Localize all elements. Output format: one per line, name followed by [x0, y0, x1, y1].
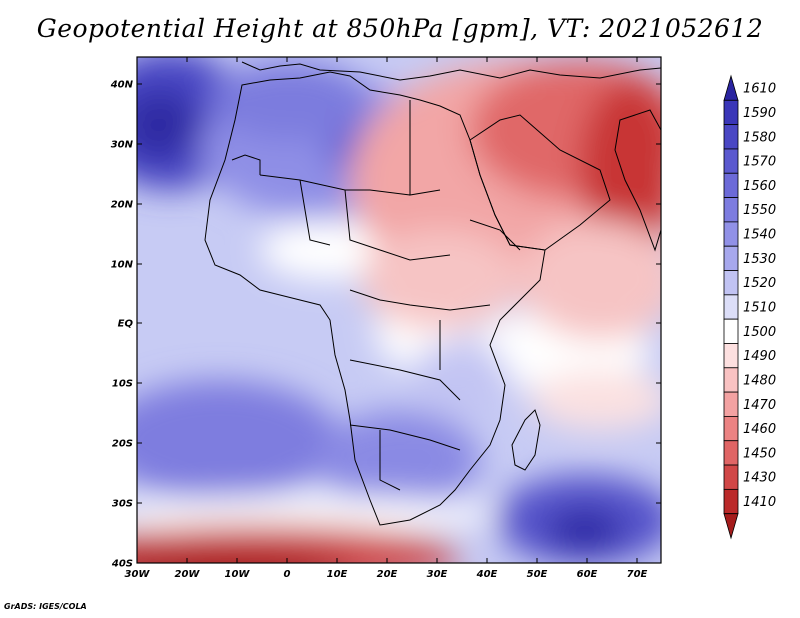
lat-tick-label: 10S: [112, 379, 133, 390]
colorbar-level-label: 1570: [743, 155, 776, 170]
colorbar-swatch: [723, 391, 739, 417]
colorbar-level-label: 1460: [743, 422, 776, 437]
colorbar-swatch: [723, 294, 739, 320]
colorbar-swatch: [723, 318, 739, 344]
colorbar-swatch: [723, 221, 739, 247]
colorbar-level-label: 1540: [743, 228, 776, 243]
lon-tick-label: 10W: [225, 569, 251, 580]
lon-tick-label: 50E: [527, 569, 548, 580]
colorbar-level-label: 1590: [743, 106, 776, 121]
geopotential-field: [137, 57, 661, 563]
colorbar-level-label: 1510: [743, 301, 776, 316]
colorbar-level-label: 1450: [743, 446, 776, 461]
colorbar-swatch: [723, 440, 739, 466]
colorbar-swatch: [723, 343, 739, 369]
lon-tick-label: 0: [284, 569, 291, 580]
map-title: Geopotential Height at 850hPa [gpm], VT:…: [36, 14, 764, 43]
colorbar-swatch: [723, 124, 739, 150]
colorbar-swatch: [723, 197, 739, 223]
colorbar-level-label: 1530: [743, 252, 776, 267]
colorbar-level-label: 1410: [743, 495, 776, 510]
colorbar-level-label: 1490: [743, 349, 776, 364]
lon-tick-label: 10E: [327, 569, 348, 580]
colorbar: 1610 1590 1580 1570 1560 1550 1540 1530 1520 1510…: [723, 74, 776, 540]
colorbar-level-label: 1610: [743, 82, 776, 97]
lat-tick-label: EQ: [118, 319, 134, 330]
colorbar-swatch: [723, 488, 739, 515]
colorbar-swatch: [723, 416, 739, 442]
lat-tick-label: 40N: [110, 80, 134, 91]
colorbar-bottom-arrow: [723, 513, 739, 540]
credit-text: GrADS: IGES/COLA: [4, 602, 87, 611]
lon-tick-label: 70E: [627, 569, 648, 580]
lat-tick-label: 30S: [112, 499, 133, 510]
lon-tick-label: 30W: [125, 569, 151, 580]
plot-frame: [136, 56, 662, 564]
colorbar-level-label: 1430: [743, 471, 776, 486]
colorbar-top-arrow: [723, 74, 739, 101]
colorbar-swatch: [723, 99, 739, 126]
latitude-axis: 40N 30N 20N 10N EQ 10S 20S 30S 40S: [110, 80, 661, 570]
lon-tick-label: 60E: [577, 569, 598, 580]
lon-tick-label: 20W: [175, 569, 201, 580]
lat-tick-label: 30N: [111, 140, 134, 151]
colorbar-level-label: 1500: [743, 325, 776, 340]
colorbar-level-label: 1480: [743, 373, 776, 388]
coastlines: [204, 61, 661, 526]
lat-tick-label: 10N: [111, 260, 134, 271]
colorbar-level-label: 1560: [743, 179, 776, 194]
colorbar-level-label: 1520: [743, 276, 776, 291]
lon-tick-label: 20E: [377, 569, 398, 580]
colorbar-level-label: 1550: [743, 203, 776, 218]
lat-tick-label: 20S: [112, 439, 133, 450]
colorbar-swatch: [723, 245, 739, 271]
colorbar-swatch: [723, 148, 739, 174]
colorbar-level-label: 1470: [743, 398, 776, 413]
lon-tick-label: 40E: [476, 569, 498, 580]
lat-tick-label: 20N: [111, 200, 134, 211]
colorbar-level-label: 1580: [743, 130, 776, 145]
lon-tick-label: 30E: [427, 569, 448, 580]
longitude-axis: 30W 20W 10W 0 10E 20E 30E 40E 50E 60E 70E: [125, 57, 648, 580]
colorbar-swatch: [723, 464, 739, 490]
colorbar-swatch: [723, 270, 739, 296]
lat-tick-label: 40S: [111, 559, 133, 570]
colorbar-swatch: [723, 367, 739, 393]
colorbar-swatch: [723, 172, 739, 198]
